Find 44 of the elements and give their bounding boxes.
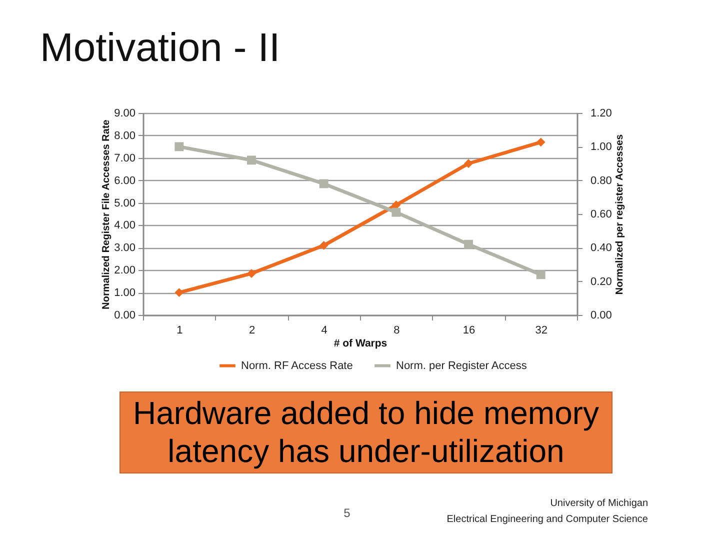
chart-title: Motivation - II: [40, 26, 280, 70]
y2-tick-label: 1.00: [590, 141, 612, 154]
y2-tick-label: 0.00: [590, 310, 612, 322]
y2-tick-label: 0.20: [590, 276, 612, 288]
y2-axis-title: Normalized per register Accesses: [614, 134, 626, 295]
point: [174, 142, 184, 152]
x-tick-label: 16: [462, 324, 476, 336]
text: University of Michigan: [550, 498, 648, 509]
y-tick-label: 9.00: [114, 108, 136, 120]
y-tick-label: 3.00: [114, 242, 136, 254]
text: Electrical Engineering and Computer Science: [446, 514, 648, 525]
y-tick-label: 0.00: [114, 310, 136, 322]
point: [319, 240, 328, 250]
x-tick-label: 4: [321, 324, 328, 336]
x-axis-title: # of Warps: [334, 338, 388, 350]
x-tick-label: 2: [248, 324, 256, 336]
y-tick-label: 8.00: [114, 130, 136, 142]
y-tick-label: 1.00: [114, 287, 136, 300]
y2-tick-label: 1.20: [590, 108, 612, 120]
point: [464, 159, 473, 168]
legend-label: Norm. RF Access Rate: [241, 360, 353, 372]
x-tick-label: 1: [176, 324, 183, 336]
y-tick-label: 2.00: [114, 264, 136, 277]
y-tick-label: 6.00: [114, 174, 136, 187]
point: [464, 240, 473, 249]
point: [247, 269, 256, 278]
point: [247, 156, 256, 165]
y-tick-label: 7.00: [114, 152, 136, 164]
legend-label: Norm. per Register Access: [396, 360, 528, 372]
y2-tick-label: 0.60: [590, 208, 612, 220]
y-tick-label: 5.00: [114, 197, 136, 210]
y2-tick-label: 0.40: [590, 242, 612, 254]
y-tick-label: 4.00: [114, 220, 136, 232]
point: [174, 288, 184, 298]
x-tick-label: 32: [535, 324, 548, 336]
y-axis-title: Normalized Register File Accesses Rate: [101, 119, 112, 310]
point: [392, 208, 401, 217]
y2-tick-label: 0.80: [590, 174, 612, 187]
text: Hardware added to hide memory latency has under-utilization: [132, 395, 600, 469]
x-tick-label: 8: [394, 324, 400, 336]
text: 5: [344, 506, 351, 520]
point: [536, 138, 546, 147]
point: [536, 270, 546, 280]
point: [319, 179, 328, 188]
